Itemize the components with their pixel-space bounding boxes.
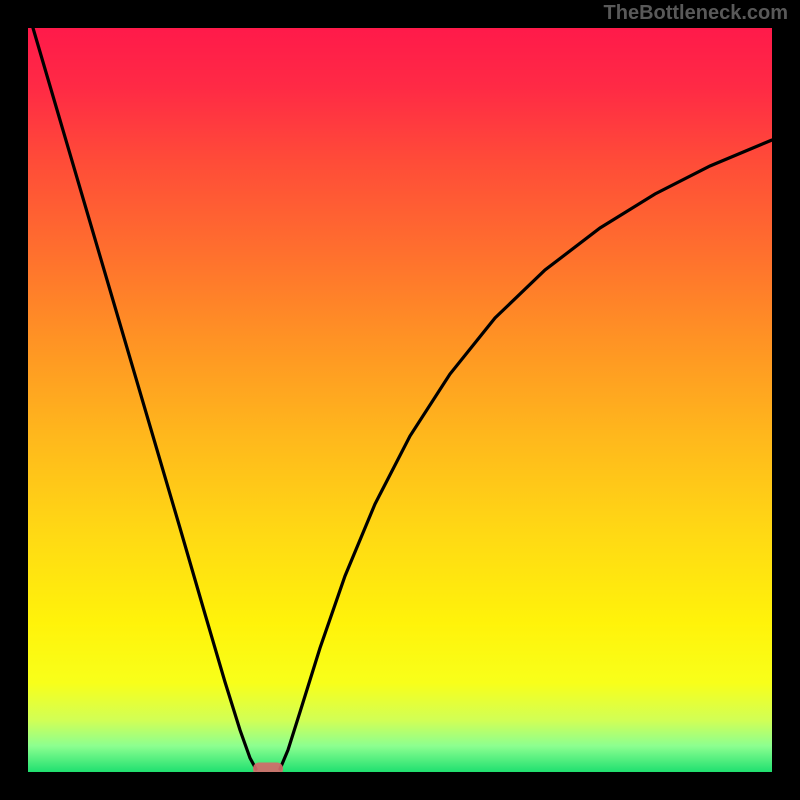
optimum-marker (253, 763, 283, 776)
plot-background (28, 28, 772, 772)
bottleneck-chart (0, 0, 800, 800)
watermark-text: TheBottleneck.com (604, 2, 788, 25)
